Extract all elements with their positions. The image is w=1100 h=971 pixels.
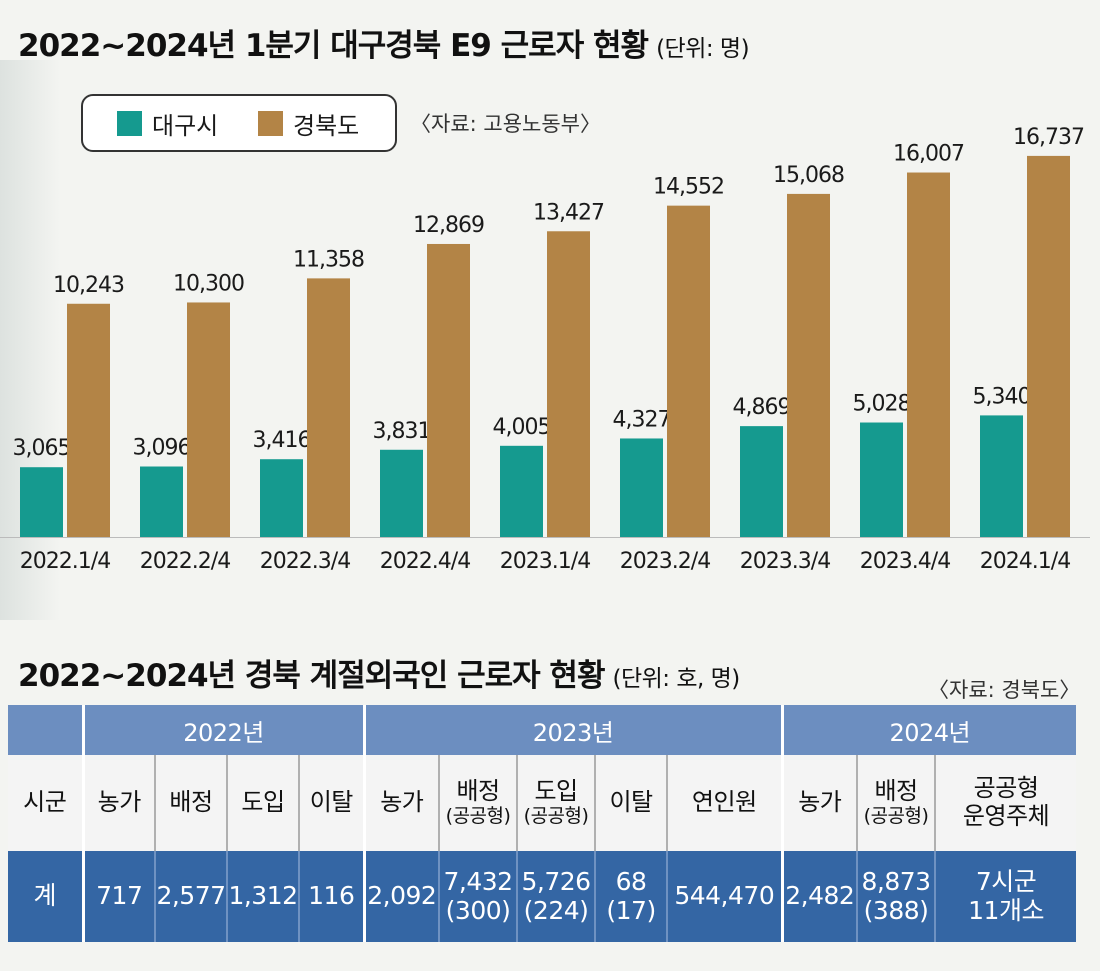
- bar-gyeongbuk: [907, 172, 950, 537]
- x-tick-label: 2022.4/4: [380, 549, 470, 574]
- year-header-2023: 2023년: [362, 705, 783, 755]
- header-2022-alloc: 배정: [154, 755, 227, 851]
- bar-gyeongbuk: [1027, 155, 1070, 538]
- x-tick-label: 2023.1/4: [500, 549, 590, 574]
- workers-table: 2022년 2023년 2024년 시군 농가 배정 도입 이탈 농가 배정 (공…: [8, 705, 1077, 942]
- data-label-gyeongbuk: 10,300: [173, 271, 244, 296]
- bar-daegu: [500, 445, 543, 537]
- data-label-gyeongbuk: 11,358: [293, 247, 364, 272]
- bar-daegu: [620, 438, 663, 537]
- legend-swatch-gyeongbuk: [258, 110, 283, 136]
- header-2022-farms: 농가: [81, 755, 155, 851]
- data-label-gyeongbuk: 16,007: [893, 142, 964, 167]
- bar-gyeongbuk: [787, 193, 830, 537]
- chart-source: 〈자료: 고용노동부〉: [410, 112, 601, 136]
- x-tick-label: 2022.2/4: [140, 549, 230, 574]
- data-label-gyeongbuk: 15,068: [773, 163, 844, 188]
- x-tick-label: 2024.1/4: [980, 549, 1070, 574]
- table-source: 〈자료: 경북도〉: [928, 678, 1081, 702]
- bar-daegu: [140, 466, 183, 537]
- data-label-daegu: 5,028: [853, 392, 911, 417]
- table-header-row: 시군 농가 배정 도입 이탈 농가 배정 (공공형) 도입 (공공형) 이탈 연인원…: [8, 755, 1077, 851]
- year-header-2024: 2024년: [780, 705, 1077, 755]
- x-tick-label: 2023.3/4: [740, 549, 830, 574]
- year-header-2022: 2022년: [81, 705, 365, 755]
- x-tick-label: 2022.1/4: [20, 549, 110, 574]
- header-2023-total: 연인원: [666, 755, 783, 851]
- cell-2023-alloc: 7,432 (300): [438, 851, 518, 942]
- header-2022-leave: 이탈: [297, 755, 365, 851]
- bar-daegu: [20, 467, 63, 537]
- x-tick-label: 2023.2/4: [620, 549, 710, 574]
- cell-2022-farms: 717: [81, 851, 155, 942]
- chart-unit: (단위: 명): [656, 36, 750, 62]
- bar-gyeongbuk: [67, 303, 110, 537]
- data-label-daegu: 3,416: [253, 428, 311, 453]
- data-label-daegu: 4,869: [733, 395, 791, 420]
- legend-item-gyeongbuk: 경북도: [258, 108, 360, 140]
- cell-2022-alloc: 2,577: [154, 851, 227, 942]
- bar-daegu: [380, 449, 423, 537]
- legend-label-gyeongbuk: 경북도: [293, 111, 360, 140]
- cell-2023-intro: 5,726 (224): [516, 851, 596, 942]
- cell-2024-alloc: 8,873 (388): [856, 851, 936, 942]
- data-label-daegu: 3,831: [373, 419, 431, 444]
- bar-chart: 3,065 10,243 2022.1/4 3,096 10,300 2022.2/4 3,…: [0, 125, 1090, 574]
- header-2024-farms: 농가: [780, 755, 858, 851]
- data-label-gyeongbuk: 14,552: [653, 175, 724, 200]
- header-2023-intro: 도입 (공공형): [516, 755, 596, 851]
- cell-2024-public: 7시군 11개소: [934, 851, 1077, 942]
- cell-2022-intro: 1,312: [226, 851, 299, 942]
- data-label-gyeongbuk: 12,869: [413, 213, 484, 238]
- table-title: 2022~2024년 경북 계절외국인 근로자 현황 (단위: 호, 명): [18, 658, 740, 694]
- bar-daegu: [740, 426, 783, 537]
- bar-gyeongbuk: [667, 205, 710, 538]
- data-label-daegu: 3,065: [13, 436, 71, 461]
- header-2024-alloc: 배정 (공공형): [856, 755, 936, 851]
- legend-label-daegu: 대구시: [152, 111, 219, 140]
- cell-2022-leave: 116: [297, 851, 365, 942]
- x-tick-label: 2023.4/4: [860, 549, 950, 574]
- bar-gyeongbuk: [427, 243, 470, 537]
- data-label-gyeongbuk: 13,427: [533, 200, 604, 225]
- header-2022-intro: 도입: [226, 755, 299, 851]
- data-label-gyeongbuk: 16,737: [1013, 125, 1084, 150]
- table-row-total: 계 717 2,577 1,312 116 2,092 7,432 (300) 5…: [8, 851, 1077, 942]
- data-label-daegu: 5,340: [973, 384, 1031, 409]
- header-region: 시군: [8, 755, 83, 851]
- year-blank-cell: [8, 705, 83, 755]
- header-2024-public: 공공형 운영주체: [934, 755, 1077, 851]
- bar-gyeongbuk: [187, 302, 230, 537]
- data-label-daegu: 4,327: [613, 407, 671, 432]
- data-label-daegu: 3,096: [133, 436, 191, 461]
- legend-swatch-daegu: [117, 110, 142, 136]
- data-label-gyeongbuk: 10,243: [53, 273, 124, 298]
- chart-title: 2022~2024년 1분기 대구경북 E9 근로자 현황 (단위: 명): [18, 28, 750, 64]
- cell-2023-leave: 68 (17): [594, 851, 668, 942]
- bar-gyeongbuk: [547, 231, 590, 537]
- table-year-row: 2022년 2023년 2024년: [8, 705, 1077, 755]
- cell-region: 계: [8, 851, 83, 942]
- cell-2023-farms: 2,092: [362, 851, 440, 942]
- data-label-daegu: 4,005: [493, 415, 551, 440]
- chart-legend: 대구시 경북도: [81, 94, 397, 152]
- bar-daegu: [980, 415, 1023, 537]
- x-tick-label: 2022.3/4: [260, 549, 350, 574]
- bar-daegu: [860, 422, 903, 537]
- header-2023-alloc: 배정 (공공형): [438, 755, 518, 851]
- bar-gyeongbuk: [307, 278, 350, 537]
- header-2023-farms: 농가: [362, 755, 440, 851]
- header-2023-leave: 이탈: [594, 755, 668, 851]
- legend-item-daegu: 대구시: [117, 108, 219, 140]
- cell-2023-total: 544,470: [666, 851, 783, 942]
- bar-daegu: [260, 459, 303, 537]
- table-unit: (단위: 호, 명): [612, 666, 740, 692]
- cell-2024-farms: 2,482: [780, 851, 858, 942]
